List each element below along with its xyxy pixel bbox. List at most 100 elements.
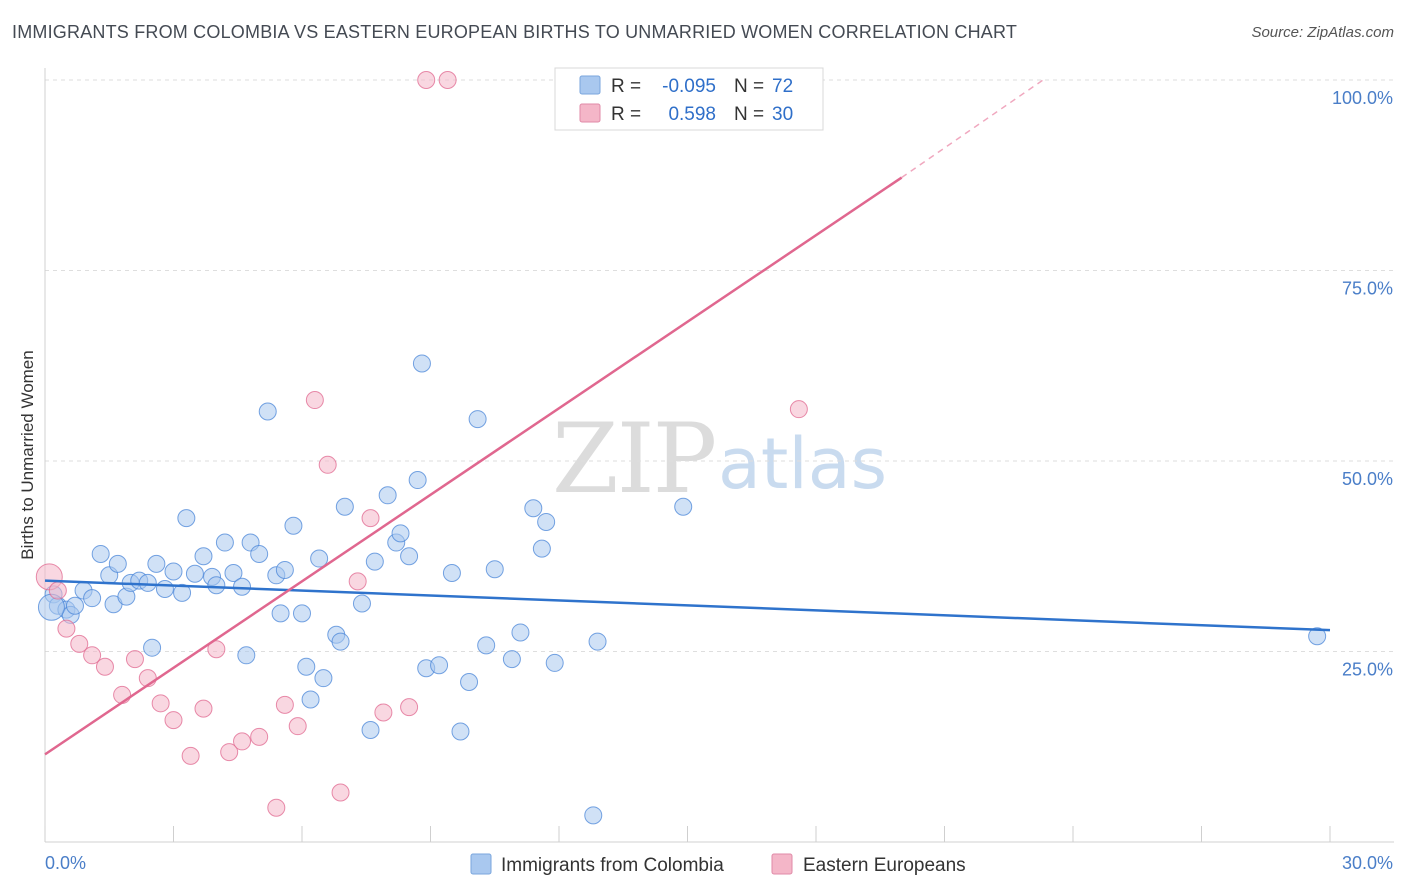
point-eastern [374, 703, 393, 722]
trend-line-eastern-extension [901, 79, 1044, 179]
legend-n-value: 30 [772, 104, 793, 125]
y-tick-label: 50.0% [1342, 469, 1393, 489]
point-eastern [318, 455, 337, 474]
point-eastern [288, 717, 307, 736]
legend-r-value: 0.598 [668, 104, 716, 125]
point-eastern [400, 698, 419, 717]
point-eastern [220, 743, 239, 762]
point-eastern [417, 71, 436, 89]
point-colombia [1308, 627, 1327, 646]
point-colombia [185, 564, 204, 583]
point-colombia [293, 604, 311, 623]
point-colombia [584, 806, 603, 825]
point-colombia [164, 562, 183, 581]
point-colombia [284, 516, 303, 535]
point-eastern [305, 391, 324, 410]
point-colombia [532, 539, 551, 558]
point-eastern [83, 646, 102, 665]
point-colombia [391, 524, 410, 543]
point-eastern [194, 699, 213, 718]
point-eastern [233, 732, 252, 751]
point-eastern [267, 798, 286, 817]
trend-line-eastern [44, 176, 903, 756]
legend-r-label: R = [611, 104, 641, 125]
legend-swatch-pink [579, 103, 601, 123]
point-colombia [155, 580, 174, 599]
point-colombia [177, 509, 196, 528]
legend-bottom: Immigrants from Colombia Eastern Europea… [470, 853, 966, 876]
point-colombia [233, 577, 252, 596]
legend-n-label: N = [734, 104, 764, 125]
point-colombia [271, 604, 290, 623]
point-colombia [412, 354, 431, 373]
point-colombia [365, 552, 384, 571]
point-colombia [524, 499, 543, 518]
legend-bottom-swatch-pink [771, 853, 793, 875]
point-eastern [438, 71, 457, 89]
point-colombia [297, 657, 316, 676]
point-colombia [361, 720, 380, 739]
point-colombia [83, 589, 102, 608]
point-eastern [48, 581, 67, 600]
x-tick-label: 30.0% [1342, 853, 1393, 873]
x-ticks: 0.0% 30.0% [44, 826, 1393, 873]
axes [44, 68, 1394, 843]
point-eastern [181, 746, 200, 765]
point-colombia [143, 638, 162, 657]
y-axis-label: Births to Unmarried Women [18, 350, 37, 559]
point-colombia [258, 402, 277, 421]
point-colombia [502, 650, 521, 669]
point-colombia [314, 669, 333, 688]
legend-bottom-swatch-blue [470, 853, 492, 875]
point-eastern [361, 509, 380, 528]
point-colombia [537, 512, 556, 531]
legend-r-value: -0.095 [662, 76, 716, 97]
legend-top: R = -0.095 N = 72 R = 0.598 N = 30 [554, 67, 824, 131]
point-eastern [348, 572, 367, 591]
point-colombia [460, 672, 479, 691]
point-colombia [451, 722, 470, 741]
trend-line-colombia [44, 579, 1331, 632]
point-eastern [151, 694, 170, 713]
point-eastern [125, 650, 144, 669]
watermark-zip: ZIP [552, 403, 715, 515]
y-tick-labels: 25.0% 50.0% 75.0% 100.0% [1332, 88, 1393, 680]
point-eastern [275, 695, 294, 714]
point-colombia [430, 656, 449, 675]
trend-lines [44, 79, 1331, 756]
point-colombia [310, 549, 329, 568]
point-colombia [468, 410, 487, 429]
series-eastern-points [35, 71, 808, 817]
legend-n-label: N = [734, 76, 764, 97]
y-tick-label: 75.0% [1342, 279, 1393, 299]
point-colombia [511, 623, 530, 642]
point-eastern [164, 711, 183, 730]
point-colombia [91, 544, 110, 563]
point-colombia [147, 554, 166, 573]
legend-bottom-label-eastern: Eastern Europeans [803, 855, 966, 876]
source-label: Source: ZipAtlas.com [1251, 24, 1394, 41]
point-colombia [215, 533, 234, 552]
gridlines [45, 79, 1394, 652]
point-colombia [400, 547, 419, 566]
point-colombia [335, 497, 354, 516]
legend-r-label: R = [611, 76, 641, 97]
point-colombia [352, 594, 371, 613]
point-eastern [113, 685, 132, 704]
point-colombia [485, 560, 504, 579]
point-colombia [194, 547, 213, 566]
point-colombia [588, 632, 607, 651]
point-colombia [674, 497, 693, 516]
point-eastern [331, 783, 350, 802]
point-colombia [331, 632, 350, 651]
point-colombia [65, 596, 84, 615]
legend-n-value: 72 [772, 76, 793, 97]
point-colombia [173, 583, 192, 602]
x-tick-label: 0.0% [45, 853, 86, 873]
point-colombia [138, 573, 157, 592]
point-eastern [207, 640, 226, 659]
point-colombia [250, 544, 269, 563]
point-eastern [250, 727, 269, 746]
point-colombia [545, 653, 564, 672]
